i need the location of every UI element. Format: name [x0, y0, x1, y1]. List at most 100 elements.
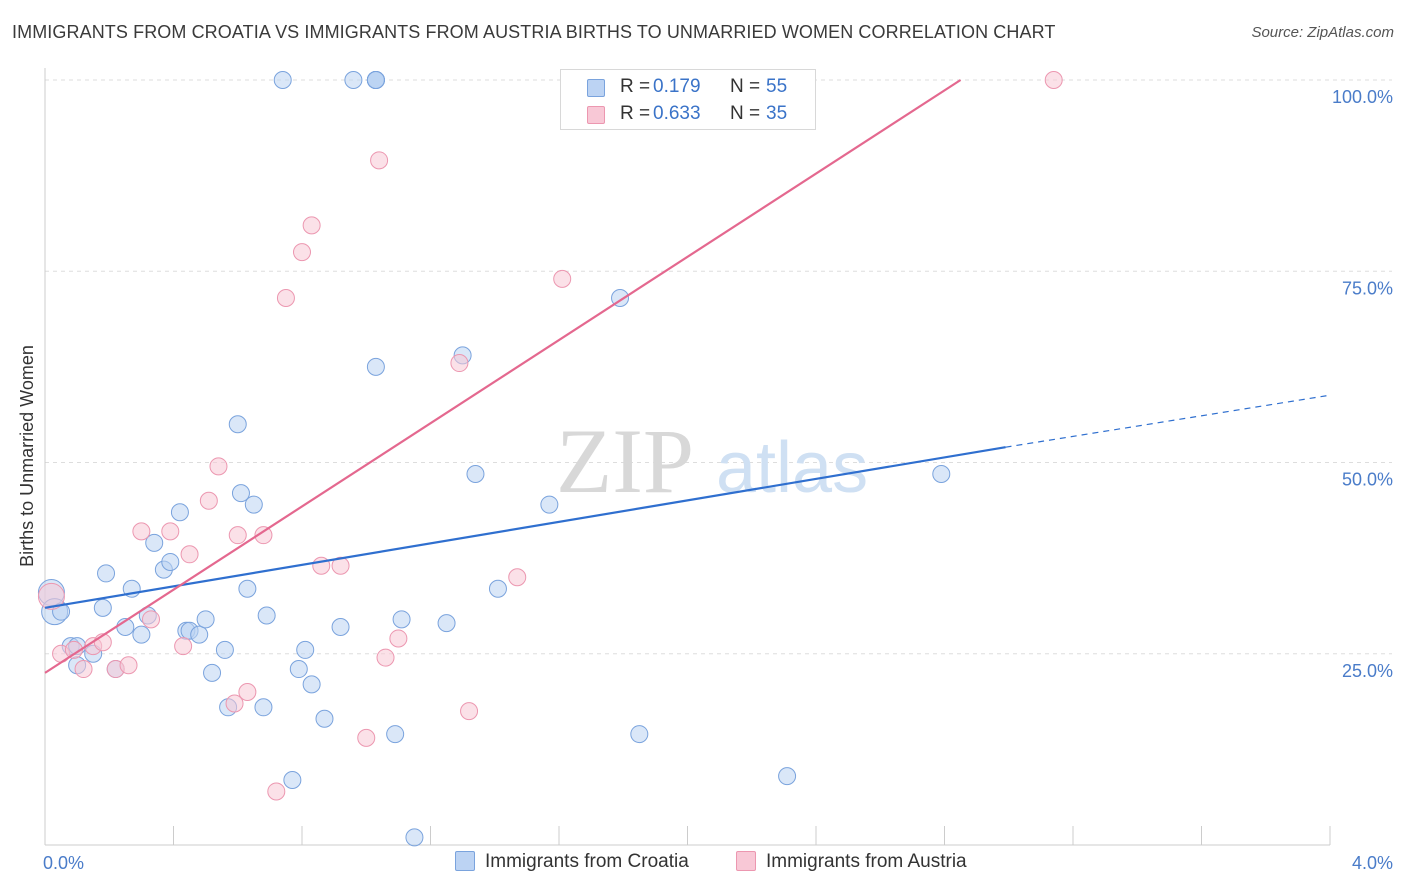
y-tick-labels: 25.0% 50.0% 75.0% 100.0% — [1332, 87, 1393, 681]
croatia-point — [170, 503, 189, 522]
croatia-point — [540, 495, 559, 514]
y-tick-label: 25.0% — [1342, 661, 1393, 681]
x-tick-label: 0.0% — [43, 853, 84, 873]
austria-point — [370, 151, 389, 170]
croatia-point — [190, 625, 209, 644]
austria-point — [119, 656, 138, 675]
croatia-point — [296, 640, 315, 659]
croatia-point — [302, 675, 321, 694]
croatia-point — [437, 614, 456, 633]
austria-point — [553, 269, 572, 288]
croatia-legend-swatch — [455, 851, 475, 871]
austria-n-value: 35 — [766, 103, 788, 124]
austria-point — [142, 610, 161, 629]
croatia-point — [196, 610, 215, 629]
austria-point — [276, 289, 295, 308]
bottom-legend-croatia: Immigrants from Croatia — [455, 851, 689, 873]
croatia-point — [331, 617, 350, 636]
croatia-point — [257, 606, 276, 625]
croatia-point — [132, 625, 151, 644]
austria-point — [37, 582, 65, 610]
watermark-zip: ZIP — [556, 410, 694, 512]
austria-point — [209, 457, 228, 476]
croatia-point — [244, 495, 263, 514]
austria-point — [199, 491, 218, 510]
austria-point — [180, 545, 199, 564]
austria-point — [225, 694, 244, 713]
croatia-point — [392, 610, 411, 629]
croatia-point — [344, 71, 363, 89]
croatia-point — [273, 71, 292, 89]
croatia-point — [228, 415, 247, 434]
axes — [44, 68, 1331, 846]
austria-point — [389, 629, 408, 648]
trend-lines — [44, 79, 1331, 674]
croatia-point — [283, 770, 302, 789]
austria-point — [161, 522, 180, 541]
croatia-point — [231, 484, 250, 503]
source-label: Source: ZipAtlas.com — [1251, 24, 1394, 41]
y-tick-label: 100.0% — [1332, 87, 1393, 107]
austria-point — [74, 660, 93, 679]
austria-point — [331, 556, 350, 575]
austria-n-label: N = — [730, 103, 761, 124]
croatia-point — [488, 579, 507, 598]
austria-point — [357, 728, 376, 747]
croatia-point — [366, 71, 385, 89]
austria-point — [376, 648, 395, 667]
croatia-r-value: 0.179 — [653, 76, 701, 97]
croatia-point — [238, 579, 257, 598]
croatia-trend-extension — [1005, 394, 1331, 448]
austria-swatch — [587, 106, 605, 124]
austria-point — [132, 522, 151, 541]
x-tick-label: 4.0% — [1352, 853, 1393, 873]
series-croatia-points — [37, 71, 951, 847]
watermark: ZIP atlas — [556, 410, 868, 512]
croatia-point — [386, 725, 405, 744]
austria-point — [450, 354, 469, 373]
austria-trend-line — [44, 79, 962, 674]
croatia-n-value: 55 — [766, 76, 788, 97]
croatia-point — [254, 698, 273, 717]
bottom-legend-austria: Immigrants from Austria — [736, 851, 967, 873]
austria-point — [508, 568, 527, 587]
austria-point — [1044, 71, 1063, 89]
austria-point — [302, 216, 321, 235]
croatia-r-label: R = — [620, 76, 651, 97]
austria-point — [238, 683, 257, 701]
series-austria-points — [37, 71, 1063, 801]
croatia-point — [161, 552, 180, 571]
y-tick-label: 50.0% — [1342, 470, 1393, 490]
austria-point — [267, 782, 286, 801]
austria-point — [174, 637, 193, 656]
croatia-point — [93, 598, 112, 617]
austria-point — [460, 702, 479, 721]
austria-legend-label: Immigrants from Austria — [766, 851, 967, 872]
croatia-point — [366, 357, 385, 376]
croatia-point — [778, 767, 797, 786]
croatia-n-label: N = — [730, 76, 761, 97]
grid-lines — [45, 79, 1392, 655]
croatia-point — [215, 640, 234, 659]
croatia-point — [405, 828, 424, 847]
austria-point — [254, 526, 273, 545]
croatia-point — [203, 663, 222, 682]
watermark-atlas: atlas — [716, 428, 868, 508]
austria-r-value: 0.633 — [653, 103, 701, 124]
croatia-point — [315, 709, 334, 728]
austria-legend-swatch — [736, 851, 756, 871]
croatia-trend-line — [44, 446, 1006, 609]
croatia-point — [289, 660, 308, 679]
austria-point — [228, 526, 247, 545]
croatia-point — [932, 464, 951, 483]
y-axis-label: Births to Unmarried Women — [17, 345, 37, 567]
y-tick-label: 75.0% — [1342, 278, 1393, 298]
croatia-point — [630, 725, 649, 744]
croatia-swatch — [587, 79, 605, 97]
croatia-point — [97, 564, 116, 583]
x-tick-labels: 0.0% 4.0% — [43, 853, 1393, 873]
stats-legend: R = 0.179 N = 55 R = 0.633 N = 35 — [560, 69, 816, 130]
austria-r-label: R = — [620, 103, 651, 124]
croatia-legend-label: Immigrants from Croatia — [485, 851, 689, 872]
